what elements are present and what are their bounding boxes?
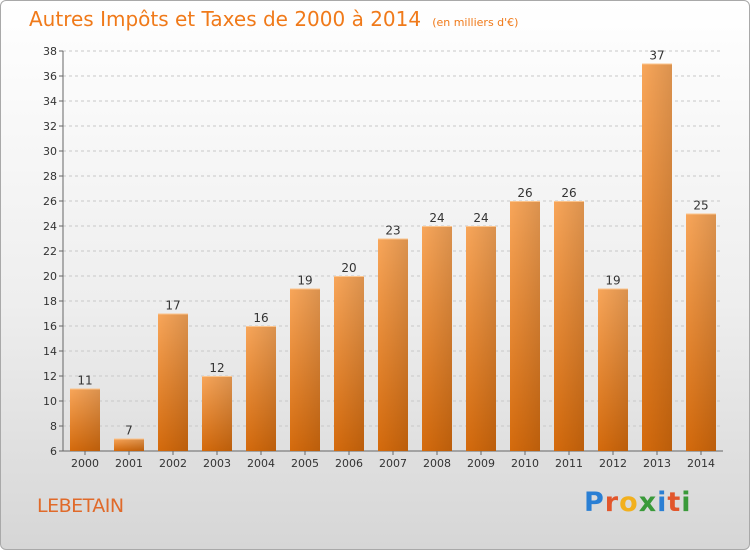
x-tick-label: 2005 [291,457,319,470]
bar-value-label: 19 [297,274,312,288]
bar-value-label: 7 [125,424,133,438]
chart-title-text: Autres Impôts et Taxes de 2000 à 2014 [29,7,422,31]
y-tick-label: 10 [43,395,57,408]
bar-shade [70,388,100,451]
bar-value-label: 24 [429,211,444,225]
y-tick-label: 18 [43,295,57,308]
x-tick-label: 2000 [71,457,99,470]
proxiti-logo: Proxiti [584,487,692,518]
bar-shade [598,288,628,451]
bar-value-label: 19 [605,274,620,288]
x-tick-label: 2001 [115,457,143,470]
y-tick-label: 28 [43,170,57,183]
bar-value-label: 20 [341,261,356,275]
bar-shade [466,226,496,451]
bar-shade [642,63,672,451]
bar-value-label: 23 [385,224,400,238]
bar-shade [686,213,716,451]
x-tick-label: 2007 [379,457,407,470]
bar-value-label: 25 [693,199,708,213]
x-tick-label: 2014 [687,457,715,470]
bar-shade [246,326,276,451]
bar-value-label: 26 [517,186,532,200]
logo-letter: i [681,487,692,518]
bar-value-label: 37 [649,49,664,63]
x-tick-label: 2010 [511,457,539,470]
x-tick-label: 2012 [599,457,627,470]
logo-letter: r [604,487,620,518]
bar-shade [114,438,144,451]
x-tick-label: 2013 [643,457,671,470]
commune-name: LEBETAIN [37,495,124,517]
bar-shade [334,276,364,451]
y-tick-label: 24 [43,220,57,233]
logo-letter: t [667,487,682,518]
bar-shade [202,376,232,451]
x-tick-label: 2004 [247,457,275,470]
bar-value-label: 17 [165,299,180,313]
bar-value-label: 12 [209,361,224,375]
bar-value-label: 11 [77,374,92,388]
logo-letter: x [638,487,658,518]
y-tick-label: 32 [43,120,57,133]
y-tick-label: 22 [43,245,57,258]
x-tick-label: 2006 [335,457,363,470]
x-tick-label: 2002 [159,457,187,470]
y-tick-label: 14 [43,345,57,358]
chart-unit-text: (en milliers d'€) [432,16,519,29]
x-tick-label: 2003 [203,457,231,470]
logo-letter: i [657,487,668,518]
logo-letter: P [584,487,605,518]
bar-shade [290,288,320,451]
y-tick-label: 26 [43,195,57,208]
y-tick-label: 16 [43,320,57,333]
x-tick-label: 2011 [555,457,583,470]
y-tick-label: 34 [43,95,57,108]
bar-value-label: 26 [561,186,576,200]
y-tick-label: 30 [43,145,57,158]
bars [70,63,716,451]
y-tick-label: 12 [43,370,57,383]
x-tick-label: 2009 [467,457,495,470]
bar-shade [510,201,540,451]
x-tick-label: 2008 [423,457,451,470]
bar-shade [158,313,188,451]
bar-value-label: 24 [473,211,488,225]
bar-shade [378,238,408,451]
bar-value-label: 16 [253,311,268,325]
y-tick-label: 20 [43,270,57,283]
chart-title: Autres Impôts et Taxes de 2000 à 2014 (e… [29,7,518,31]
bar-shade [422,226,452,451]
bar-shade [554,201,584,451]
y-tick-label: 8 [50,420,57,433]
y-tick-label: 38 [43,45,57,58]
labels: 6 8 10 12 14 16 18 20 22 24 26 28 30 32 34 36 38 11 2000 7 2… [43,45,715,470]
logo-letter: o [619,487,639,518]
y-tick-label: 6 [50,445,57,458]
y-tick-label: 36 [43,70,57,83]
